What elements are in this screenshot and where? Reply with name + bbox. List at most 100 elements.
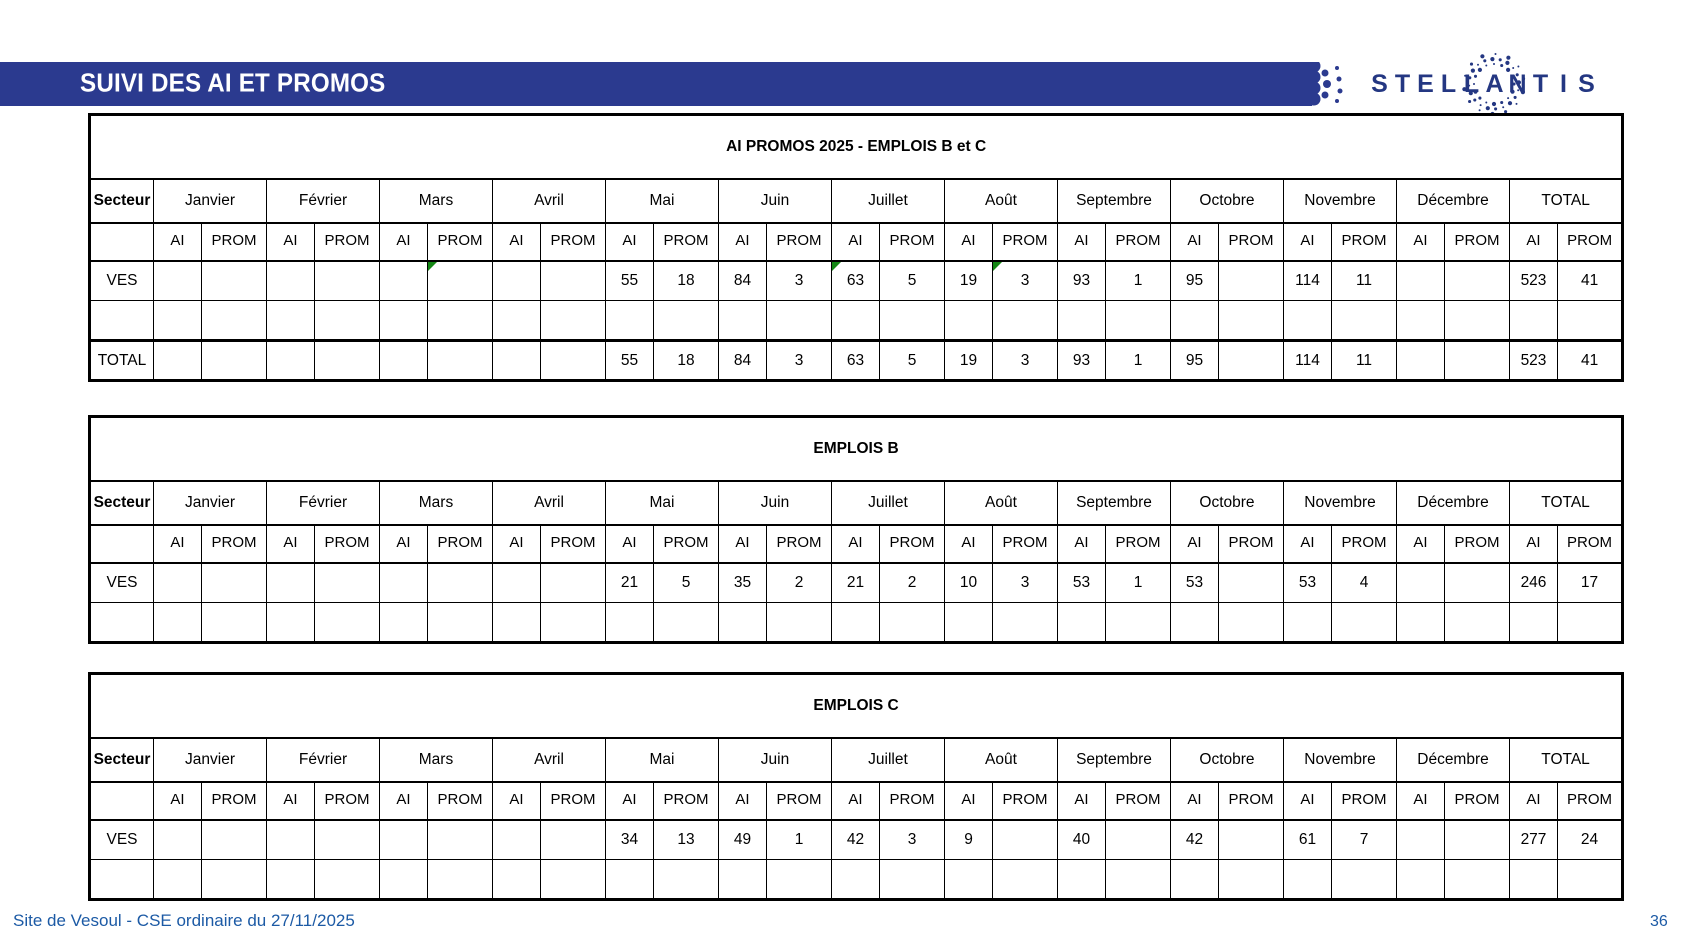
value-cell — [1057, 859, 1106, 900]
ai-subheader: AI — [1170, 222, 1219, 262]
prom-subheader: PROM — [879, 222, 945, 262]
secteur-header: Secteur — [89, 736, 154, 783]
month-header: Août — [944, 479, 1058, 526]
row-label — [89, 859, 154, 900]
table-section-emplois-c: EMPLOIS C Secteur Janvier Février Mars Avril M… — [88, 672, 1625, 901]
ai-subheader: AI — [266, 781, 315, 821]
ai-subheader: AI — [1057, 524, 1106, 564]
prom-subheader: PROM — [992, 222, 1058, 262]
prom-subheader: PROM — [540, 524, 606, 564]
value-cell — [1218, 819, 1284, 860]
value-cell: 13 — [653, 819, 719, 860]
value-cell — [314, 562, 380, 603]
bar-edge-dots-decoration — [1312, 62, 1343, 106]
value-cell — [540, 859, 606, 900]
value-cell: 53 — [1283, 562, 1332, 603]
value-cell: 40 — [1057, 819, 1106, 860]
value-cell — [153, 859, 202, 900]
value-cell: 5 — [879, 260, 945, 301]
month-header: Mars — [379, 479, 493, 526]
ai-subheader: AI — [379, 524, 428, 564]
value-cell — [379, 819, 428, 860]
value-cell — [718, 602, 767, 643]
value-cell — [492, 260, 541, 301]
value-cell: 4 — [1331, 562, 1397, 603]
ai-subheader: AI — [944, 781, 993, 821]
value-cell — [379, 602, 428, 643]
value-cell: 277 — [1509, 819, 1558, 860]
month-header: Février — [266, 736, 380, 783]
value-cell: 41 — [1556, 339, 1624, 381]
value-cell — [1218, 562, 1284, 603]
prom-subheader: PROM — [1331, 524, 1397, 564]
table-emplois-b: EMPLOIS B Secteur Janvier Février Mars Avril M… — [88, 415, 1625, 644]
prom-subheader: PROM — [992, 781, 1058, 821]
brand-letter: L — [1440, 70, 1457, 98]
value-cell — [379, 300, 428, 341]
footer-text: Site de Vesoul - CSE ordinaire du 27/11/… — [13, 911, 355, 930]
value-cell — [605, 859, 654, 900]
table-emplois-c: EMPLOIS C Secteur Janvier Février Mars Avril M… — [88, 672, 1625, 901]
prom-subheader: PROM — [879, 524, 945, 564]
secteur-header: Secteur — [89, 479, 154, 526]
value-cell — [831, 602, 880, 643]
ai-subheader: AI — [492, 222, 541, 262]
value-cell — [1444, 300, 1510, 341]
table-row — [89, 602, 1624, 643]
value-cell: 523 — [1509, 260, 1558, 301]
value-cell — [1170, 602, 1219, 643]
table-row — [89, 300, 1624, 341]
ai-subheader: AI — [153, 222, 202, 262]
month-header: TOTAL — [1508, 479, 1624, 526]
value-cell — [314, 859, 380, 900]
ai-subheader: AI — [266, 222, 315, 262]
value-cell — [605, 602, 654, 643]
ai-subheader: AI — [831, 222, 880, 262]
value-cell — [1509, 300, 1558, 341]
value-cell — [1218, 339, 1284, 381]
value-cell — [379, 859, 428, 900]
month-header: Octobre — [1170, 736, 1284, 783]
value-cell — [492, 339, 541, 381]
value-cell: 3 — [766, 339, 832, 381]
value-cell — [879, 602, 945, 643]
row-label: VES — [89, 819, 154, 860]
value-cell — [492, 819, 541, 860]
value-cell — [201, 260, 267, 301]
month-header: Avril — [492, 177, 606, 224]
ai-subheader: AI — [1396, 524, 1445, 564]
value-cell: 84 — [718, 260, 767, 301]
value-cell — [153, 300, 202, 341]
value-cell — [944, 859, 993, 900]
prom-subheader: PROM — [766, 222, 832, 262]
value-cell: 17 — [1556, 562, 1624, 603]
value-cell — [944, 602, 993, 643]
ai-subheader: AI — [718, 524, 767, 564]
month-header: Juillet — [831, 736, 945, 783]
value-cell — [1331, 859, 1397, 900]
value-cell — [992, 300, 1058, 341]
month-header: Juin — [718, 479, 832, 526]
value-cell: 11 — [1331, 260, 1397, 301]
month-header: Février — [266, 177, 380, 224]
value-cell — [314, 819, 380, 860]
value-cell — [992, 859, 1058, 900]
value-cell — [266, 562, 315, 603]
ai-subheader: AI — [1170, 524, 1219, 564]
value-cell: 21 — [605, 562, 654, 603]
month-header: Septembre — [1057, 479, 1171, 526]
month-header: Novembre — [1283, 736, 1397, 783]
value-cell — [1444, 602, 1510, 643]
value-cell — [1396, 602, 1445, 643]
value-cell: 10 — [944, 562, 993, 603]
value-cell: 49 — [718, 819, 767, 860]
month-header: Septembre — [1057, 736, 1171, 783]
prom-subheader: PROM — [1105, 222, 1171, 262]
prom-subheader: PROM — [1444, 524, 1510, 564]
value-cell — [1444, 562, 1510, 603]
value-cell — [1057, 602, 1106, 643]
prom-subheader: PROM — [314, 781, 380, 821]
value-cell — [766, 859, 832, 900]
prom-subheader: PROM — [427, 781, 493, 821]
